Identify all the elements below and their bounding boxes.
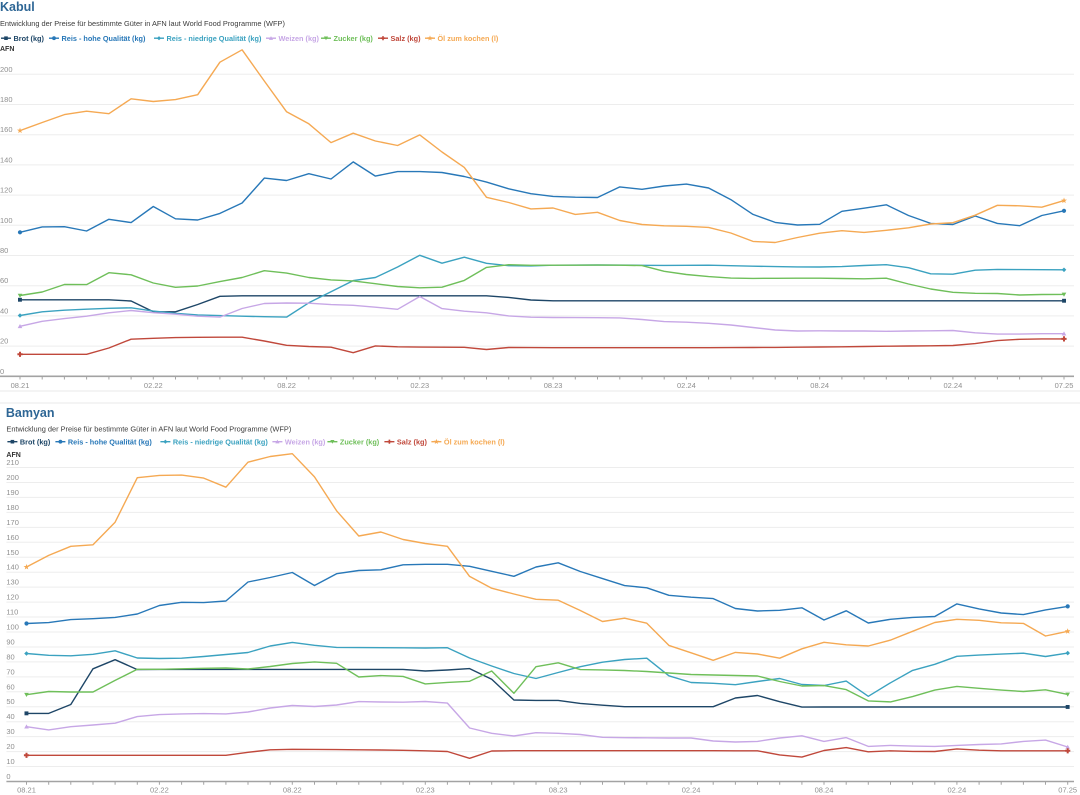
svg-text:80: 80: [6, 652, 14, 661]
svg-text:160: 160: [0, 125, 13, 134]
svg-text:0: 0: [0, 367, 4, 376]
svg-text:Entwicklung der Preise für bes: Entwicklung der Preise für bestimmte Güt…: [0, 19, 285, 28]
svg-text:Reis - niedrige Qualität (kg): Reis - niedrige Qualität (kg): [173, 437, 268, 446]
svg-text:08.21: 08.21: [11, 381, 30, 390]
svg-text:08.23: 08.23: [549, 786, 568, 795]
svg-text:200: 200: [0, 65, 13, 74]
svg-text:08.24: 08.24: [810, 381, 829, 390]
svg-text:200: 200: [6, 473, 19, 482]
svg-text:90: 90: [6, 638, 14, 647]
svg-text:110: 110: [6, 608, 18, 617]
svg-text:Salz (kg): Salz (kg): [391, 34, 422, 43]
svg-text:Weizen (kg): Weizen (kg): [279, 34, 320, 43]
svg-text:02.22: 02.22: [150, 786, 169, 795]
svg-text:0: 0: [6, 772, 10, 781]
svg-text:Reis - niedrige Qualität (kg): Reis - niedrige Qualität (kg): [167, 34, 262, 43]
svg-text:60: 60: [0, 276, 8, 285]
svg-text:02.24: 02.24: [682, 786, 701, 795]
svg-text:70: 70: [6, 667, 14, 676]
svg-text:100: 100: [6, 623, 19, 632]
svg-text:20: 20: [6, 742, 14, 751]
svg-text:08.23: 08.23: [544, 381, 563, 390]
svg-text:30: 30: [6, 727, 14, 736]
svg-text:120: 120: [6, 593, 19, 602]
svg-text:190: 190: [6, 488, 19, 497]
svg-text:180: 180: [0, 95, 13, 104]
svg-text:170: 170: [6, 518, 19, 527]
svg-text:Reis - hohe Qualität (kg): Reis - hohe Qualität (kg): [68, 437, 152, 446]
svg-text:Zucker (kg): Zucker (kg): [334, 34, 374, 43]
svg-text:100: 100: [0, 216, 13, 225]
svg-text:AFN: AFN: [6, 452, 20, 459]
svg-text:40: 40: [0, 306, 8, 315]
svg-text:Zucker (kg): Zucker (kg): [340, 437, 380, 446]
svg-text:07.25: 07.25: [1058, 786, 1077, 795]
svg-text:Reis - hohe Qualität (kg): Reis - hohe Qualität (kg): [62, 34, 146, 43]
svg-text:20: 20: [0, 337, 8, 346]
svg-text:Entwicklung der Preise für bes: Entwicklung der Preise für bestimmte Güt…: [6, 425, 291, 434]
svg-text:50: 50: [6, 697, 14, 706]
svg-text:02.24: 02.24: [948, 786, 967, 795]
svg-text:Öl zum kochen (l): Öl zum kochen (l): [438, 34, 499, 43]
svg-text:02.24: 02.24: [677, 381, 696, 390]
svg-text:02.24: 02.24: [944, 381, 963, 390]
svg-text:140: 140: [0, 155, 13, 164]
svg-text:Brot (kg): Brot (kg): [14, 34, 45, 43]
svg-text:80: 80: [0, 246, 8, 255]
svg-text:Bamyan: Bamyan: [6, 406, 55, 420]
svg-text:AFN: AFN: [0, 46, 14, 53]
svg-text:02.23: 02.23: [416, 786, 435, 795]
svg-text:60: 60: [6, 682, 14, 691]
svg-text:40: 40: [6, 712, 14, 721]
svg-text:02.22: 02.22: [144, 381, 163, 390]
svg-text:08.24: 08.24: [815, 786, 834, 795]
svg-text:08.22: 08.22: [283, 786, 302, 795]
svg-text:Öl zum kochen (l): Öl zum kochen (l): [444, 437, 505, 446]
svg-text:140: 140: [6, 563, 19, 572]
svg-text:10: 10: [6, 757, 14, 766]
svg-text:Weizen (kg): Weizen (kg): [285, 437, 326, 446]
svg-text:Salz (kg): Salz (kg): [397, 437, 428, 446]
svg-text:08.21: 08.21: [17, 786, 36, 795]
svg-text:120: 120: [0, 186, 13, 195]
svg-text:07.25: 07.25: [1055, 381, 1074, 390]
svg-text:08.22: 08.22: [277, 381, 296, 390]
svg-text:180: 180: [6, 503, 19, 512]
svg-text:Brot (kg): Brot (kg): [20, 437, 51, 446]
svg-text:210: 210: [6, 458, 19, 467]
svg-text:150: 150: [6, 548, 19, 557]
svg-text:130: 130: [6, 578, 19, 587]
svg-text:160: 160: [6, 533, 19, 542]
svg-text:02.23: 02.23: [410, 381, 429, 390]
svg-text:Kabul: Kabul: [0, 0, 35, 14]
